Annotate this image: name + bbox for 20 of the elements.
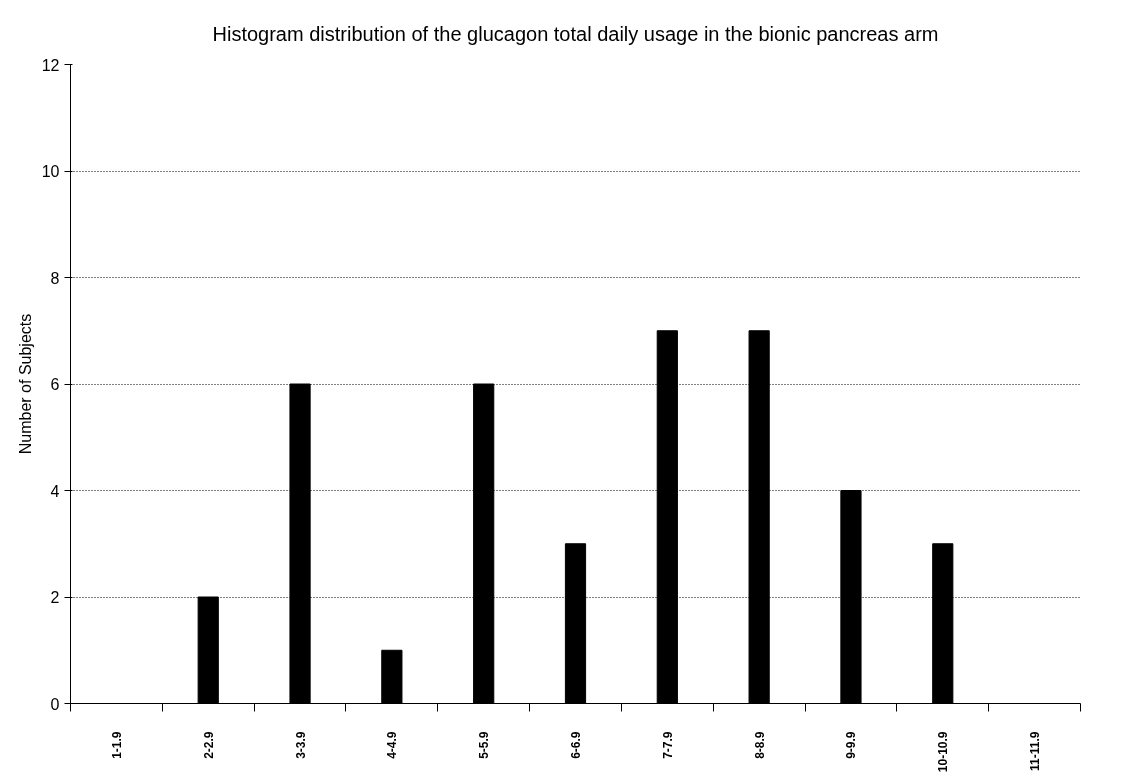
y-tick-label: 2: [50, 589, 60, 606]
x-tick-label: 1-1.9: [109, 731, 124, 759]
x-tick-label: 8-8.9: [752, 731, 767, 759]
y-tick-label: 8: [50, 269, 60, 287]
x-tick-label: 5-5.9: [477, 731, 492, 759]
x-tick-label: 10-10.9: [936, 731, 951, 773]
y-tick-label: 10: [41, 163, 60, 180]
chart-title: Histogram distribution of the glucagon total daily usage in the bionic pancreas arm: [212, 22, 939, 45]
x-tick-label: 9-9.9: [844, 731, 859, 759]
y-tick-label: 0: [50, 695, 60, 713]
x-tick-label: 2-2.9: [201, 731, 216, 759]
x-tick-label: 7-7.9: [660, 731, 675, 759]
y-axis-title: Number of Subjects: [16, 313, 34, 455]
y-tick-label: 6: [50, 376, 60, 393]
x-tick-label: 4-4.9: [385, 731, 400, 759]
x-tick-label: 11-11.9: [1028, 731, 1043, 771]
x-tick-label: 6-6.9: [569, 731, 583, 759]
y-tick-label: 4: [50, 482, 60, 500]
y-tick-label: 12: [41, 56, 60, 74]
x-tick-label: 3-3.9: [293, 731, 308, 759]
